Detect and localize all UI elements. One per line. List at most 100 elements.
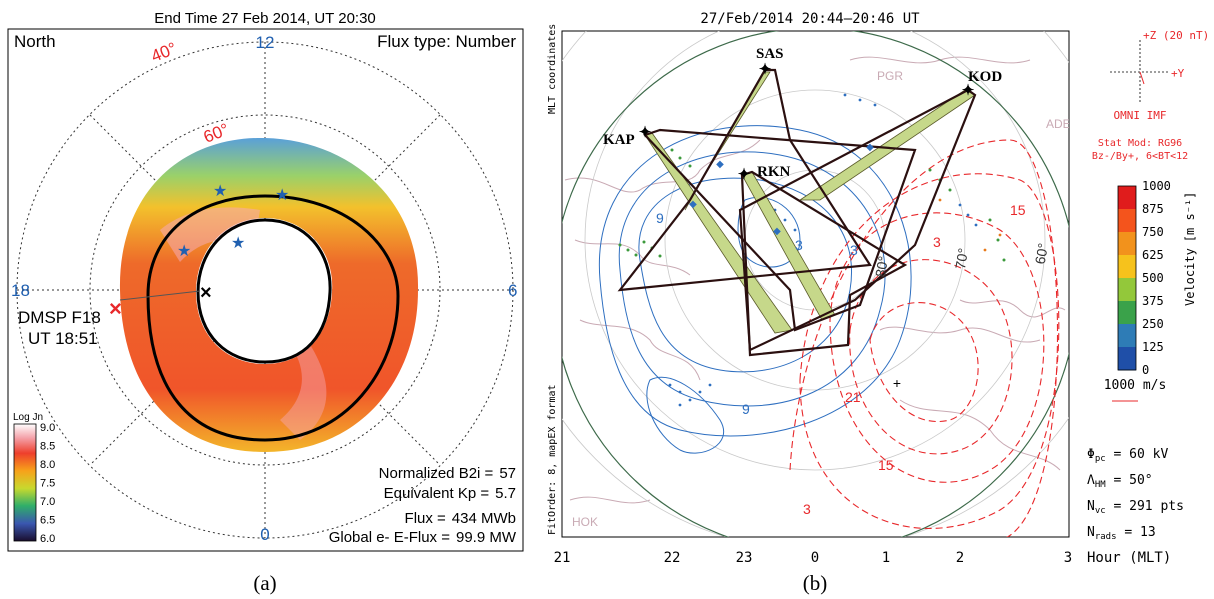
stat-equivalent-kp: Equivalent Kp = 5.7 xyxy=(384,485,516,502)
radar-site-icon: ✦ xyxy=(962,83,975,99)
flux-type-label: Flux type: Number xyxy=(377,32,516,51)
velocity-bin xyxy=(1118,255,1136,279)
black-x-marker-icon: × xyxy=(200,282,212,304)
diamond-icon: ◆ xyxy=(689,199,697,210)
mlt-tick: 3 xyxy=(1064,550,1072,566)
reference-vector-label: 1000 m/s xyxy=(1104,378,1167,393)
boundary-stars: ★ ★ ★ ★ xyxy=(177,183,289,260)
fit-order-label: FitOrder: 8, mapEX format xyxy=(547,384,558,535)
hotspot-pink-2 xyxy=(280,330,327,440)
contour-label-blue: 3 xyxy=(795,237,803,253)
velocity-bin xyxy=(1118,347,1136,371)
fov-sas xyxy=(617,68,872,292)
diamond-icon: ◆ xyxy=(773,226,781,237)
red-x-marker-icon: × xyxy=(109,296,122,321)
contour-label-red: 3 xyxy=(803,501,811,517)
lat-label-60: 60° xyxy=(1032,242,1051,266)
caption-a: (a) xyxy=(253,571,276,595)
panel-b-title: 27/Feb/2014 20:44–20:46 UT xyxy=(700,11,920,27)
radar-label-sas: SAS xyxy=(756,46,784,62)
min-potential-marker-icon: + xyxy=(893,375,901,391)
radar-sites: ✦ ✦ ✦ ✦ SAS KOD KAP RKN xyxy=(603,46,1002,183)
lat-label-70: 70° xyxy=(952,247,971,271)
velocity-bin xyxy=(1118,209,1136,233)
map-station-labels: PGR ADE HOK xyxy=(572,69,1069,529)
star-icon: ★ xyxy=(275,187,289,204)
diamond-icon: ◆ xyxy=(866,142,874,153)
station-pgr: PGR xyxy=(877,69,903,83)
fov-kod xyxy=(738,88,977,352)
velocity-tick-label: 375 xyxy=(1142,294,1164,308)
mlt-label-12: 12 xyxy=(256,33,275,52)
map-area: ✦ ✦ ✦ ✦ SAS KOD KAP RKN ◆ ◆ ◆ ◆ PGR ADE … xyxy=(562,31,1069,537)
mlt-tick: 1 xyxy=(882,550,890,566)
caption-b: (b) xyxy=(803,571,828,595)
velocity-bin xyxy=(1118,278,1136,302)
satellite-time: UT 18:51 xyxy=(28,329,98,348)
fov-rkn xyxy=(740,170,908,357)
radar-fovs xyxy=(617,68,977,357)
coordinates-label: MLT coordinates xyxy=(547,24,558,114)
star-icon: ★ xyxy=(177,243,191,260)
auroral-oval xyxy=(119,137,419,453)
velocity-colorbar: 1000 875 750 625 500 375 250 125 0 Velocity[m s⁻… xyxy=(1104,179,1197,402)
param-lambda-hm: ΛHM = 50° xyxy=(1087,473,1153,490)
mlt-axis: 21 22 23 0 1 2 3 Hour (MLT) xyxy=(554,550,1172,566)
stat-global-eflux: Global e- E-Flux = 99.9 MW xyxy=(329,529,517,546)
velocity-tick-label: 875 xyxy=(1142,202,1164,216)
velocity-tick-label: 125 xyxy=(1142,340,1164,354)
radar-site-icon: ✦ xyxy=(759,62,772,78)
dmsp-track xyxy=(119,290,201,301)
beam-markers: ◆ ◆ ◆ ◆ xyxy=(689,142,874,237)
contour-label-red: 3 xyxy=(933,234,941,250)
radar-label-kap: KAP xyxy=(603,132,635,148)
param-phi-pc: Φpc = 60 kV xyxy=(1087,447,1168,464)
colorbar-ticks: 9.0 8.5 8.0 7.5 7.0 6.5 6.0 xyxy=(40,422,55,545)
satellite-name: DMSP F18 xyxy=(18,308,101,327)
stat-flux: Flux = 434 MWb xyxy=(405,510,516,527)
star-icon: ★ xyxy=(213,183,227,200)
panel-a-title: End Time 27 Feb 2014, UT 20:30 xyxy=(154,10,376,27)
lat-circle-50 xyxy=(89,114,441,466)
star-icon: ★ xyxy=(231,235,245,252)
colorbar-tick-label: 6.0 xyxy=(40,533,55,545)
colorbar-tick-label: 7.5 xyxy=(40,478,55,490)
mlt-axis-unit: Hour (MLT) xyxy=(1087,550,1171,566)
mlt-tick: 0 xyxy=(811,550,819,566)
contour-labels: 9 9 3 3 3 15 21 15 3 80° 70° 60° xyxy=(656,202,1051,517)
colorbar-label: Log Jn xyxy=(13,412,43,423)
velocity-tick-label: 1000 xyxy=(1142,179,1171,193)
radar-site-icon: ✦ xyxy=(639,125,652,141)
colorbar-tick-label: 6.5 xyxy=(40,515,55,527)
panel-a-frame xyxy=(7,28,524,552)
contour-label-red: 21 xyxy=(845,389,861,405)
mlt-label-18: 18 xyxy=(11,281,30,300)
velocity-bin xyxy=(1118,301,1136,325)
colorbar-gradient xyxy=(13,423,37,542)
diamond-icon: ◆ xyxy=(716,159,724,170)
mlt-tick: 22 xyxy=(664,550,681,566)
velocity-tick-label: 750 xyxy=(1142,225,1164,239)
velocity-colorbar-bins xyxy=(1118,186,1136,371)
hemisphere-label: North xyxy=(14,32,56,51)
map-parameters: Φpc = 60 kV ΛHM = 50° Nvc = 291 pts Nrad… xyxy=(1087,447,1184,542)
contour-label-red: 15 xyxy=(878,457,894,473)
velocity-tick-label: 500 xyxy=(1142,271,1164,285)
param-n-rads: Nrads = 13 xyxy=(1087,525,1156,542)
contour-label-blue: 9 xyxy=(656,210,664,226)
velocity-tick-label: 250 xyxy=(1142,317,1164,331)
colorbar-tick-label: 8.0 xyxy=(40,459,55,471)
imf-source: OMNI IMF xyxy=(1114,109,1167,122)
contour-label-red: 15 xyxy=(1010,202,1026,218)
mlt-label-0: 0 xyxy=(260,525,269,544)
radar-label-kod: KOD xyxy=(968,69,1002,85)
contour-label-blue: 3 xyxy=(850,242,858,258)
velocity-tick-label: 0 xyxy=(1142,363,1149,377)
oval-statistics: Normalized B2i = 57 Equivalent Kp = 5.7 Fl… xyxy=(329,465,517,546)
velocity-bin xyxy=(1118,324,1136,348)
mlt-tick: 23 xyxy=(736,550,753,566)
panel-b: 27/Feb/2014 20:44–20:46 UT xyxy=(547,11,1209,595)
imf-z-label: +Z (20 nT) xyxy=(1143,29,1209,42)
stat-model-name: Stat Mod: RG96 xyxy=(1098,138,1182,149)
